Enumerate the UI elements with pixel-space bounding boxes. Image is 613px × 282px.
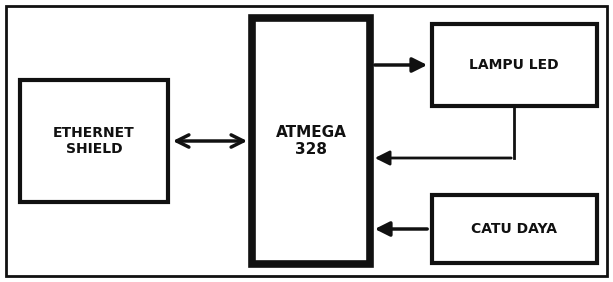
Text: CATU DAYA: CATU DAYA bbox=[471, 222, 557, 236]
Bar bbox=[252, 18, 370, 264]
Bar bbox=[20, 80, 168, 202]
Text: LAMPU LED: LAMPU LED bbox=[469, 58, 559, 72]
Text: ATMEGA
328: ATMEGA 328 bbox=[276, 125, 346, 157]
Bar bbox=[432, 24, 597, 106]
Bar bbox=[432, 195, 597, 263]
Text: ETHERNET
SHIELD: ETHERNET SHIELD bbox=[53, 126, 135, 156]
